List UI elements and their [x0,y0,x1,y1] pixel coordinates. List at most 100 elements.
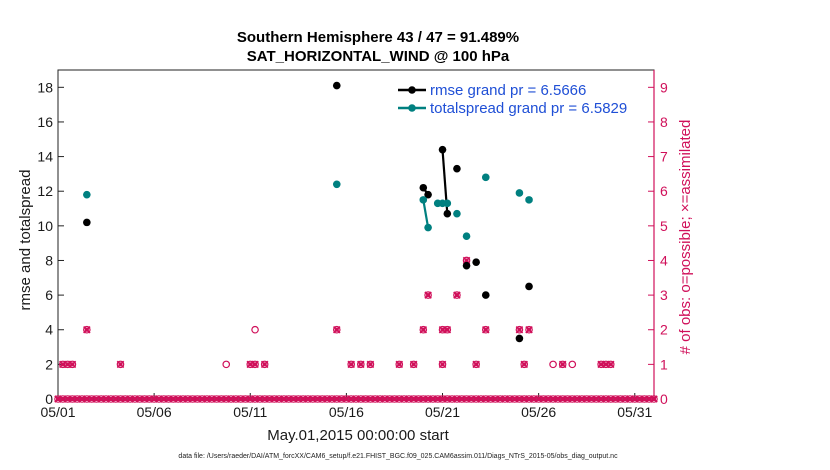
obs-count-series [54,256,658,403]
obs-possible-marker [260,360,269,369]
y-right-tick-label: 4 [660,252,668,268]
obs-possible-marker [347,360,355,369]
obs-assimilated-marker [443,325,452,334]
obs-assimilated-marker [419,325,428,334]
obs-assimilated-marker [260,360,269,369]
totalspread-line-segment [422,199,430,228]
y-right-tick-label: 1 [660,356,668,372]
obs-assimilated-marker [366,360,375,369]
obs-assimilated-marker [83,325,91,334]
y-tick-label: 14 [37,149,53,165]
obs-possible-marker [419,325,428,334]
x-tick-label: 05/16 [329,404,364,420]
obs-possible-marker [520,360,529,369]
rmse-point [419,183,428,192]
obs-possible-marker [116,360,125,369]
legend-box [394,78,648,120]
obs-possible-marker [357,360,365,369]
legend-spread-label: totalspread grand pr = 6.5829 [430,100,627,117]
rmse-point [515,334,524,343]
totalspread-point [83,190,91,199]
rmse-point [481,291,490,299]
obs-possible-marker [424,291,432,299]
obs-assimilated-marker [409,360,418,369]
y-right-tick-label: 7 [660,149,668,165]
totalspread-point [453,209,461,218]
obs-possible-marker [558,360,567,369]
x-tick-label: 05/26 [521,404,556,420]
obs-possible-marker [395,360,404,369]
totalspread-point [419,196,428,204]
totalspread-point [525,196,533,204]
obs-assimilated-marker [515,325,524,334]
footnote: data file: /Users/raeder/DAI/ATM_forcXX/… [178,453,618,460]
totalspread-point [462,232,471,241]
obs-assimilated-marker [438,360,447,369]
obs-possible-marker [222,360,231,369]
chart-subtitle: SAT_HORIZONTAL_WIND @ 100 hPa [247,48,510,65]
obs-assimilated-marker [395,360,404,369]
totalspread-point [424,223,432,232]
y-tick-label: 6 [45,287,53,303]
rmse-point [332,81,341,90]
y-tick-label: 10 [37,218,53,234]
legend-rmse-marker [408,86,416,94]
x-tick-label: 05/21 [425,404,460,420]
legend-rmse-label: rmse grand pr = 6.5666 [430,82,586,99]
right-axis: 0 1 2 3 4 5 6 7 8 9 [648,70,668,407]
obs-assimilated-marker [650,395,658,403]
rmse-point [525,282,533,291]
obs-possible-marker [409,360,418,369]
y-right-tick-label: 8 [660,114,668,130]
rmse-point [453,164,461,173]
obs-assimilated-marker [558,360,567,369]
obs-possible-marker [525,325,533,334]
rmse-point [462,261,471,270]
obs-assimilated-marker [482,325,490,334]
rmse-point [443,209,452,218]
y-axis-right-label: # of obs: o=possible; ×=assimilated [677,120,694,355]
obs-assimilated-marker [251,360,259,369]
y-tick-label: 4 [45,322,53,338]
obs-possible-marker [83,325,91,334]
obs-assimilated-marker [525,325,533,334]
obs-possible-marker [453,291,461,299]
y-right-tick-label: 6 [660,183,668,199]
rmse-point [424,190,432,199]
obs-possible-marker [438,360,447,369]
x-tick-label: 05/06 [137,404,172,420]
obs-possible-marker [472,360,480,369]
obs-possible-marker [332,325,341,334]
y-tick-label: 12 [37,183,53,199]
y-tick-label: 18 [37,79,53,95]
obs-assimilated-marker [333,325,341,334]
obs-possible-marker [549,360,557,369]
rmse-point [438,145,447,154]
obs-possible-marker [366,360,375,369]
legend-spread-marker [408,104,416,112]
obs-possible-marker [251,325,259,334]
obs-assimilated-marker [520,360,528,369]
obs-assimilated-marker [606,360,615,369]
chart-title: Southern Hemisphere 43 / 47 = 91.489% [237,29,519,46]
x-tick-label: 05/11 [233,404,267,420]
x-axis-label: May.01,2015 00:00:00 start [267,427,449,444]
obs-possible-marker [568,360,577,369]
obs-assimilated-marker [472,360,480,369]
obs-assimilated-marker [68,360,77,369]
legend: rmse grand pr = 6.5666 totalspread grand… [394,78,648,120]
y-tick-label: 16 [37,114,53,130]
obs-possible-marker [481,325,490,334]
totalspread-point [481,173,490,182]
rmse-point [83,218,91,227]
rmse-point [472,258,480,267]
totalspread-point [332,180,341,189]
obs-assimilated-marker [116,360,125,369]
obs-assimilated-marker [424,291,432,299]
obs-assimilated-marker [347,360,355,369]
y-right-tick-label: 9 [660,79,668,95]
obs-assimilated-marker [453,291,461,299]
metric-series [83,81,533,343]
y-tick-label: 2 [45,356,53,372]
